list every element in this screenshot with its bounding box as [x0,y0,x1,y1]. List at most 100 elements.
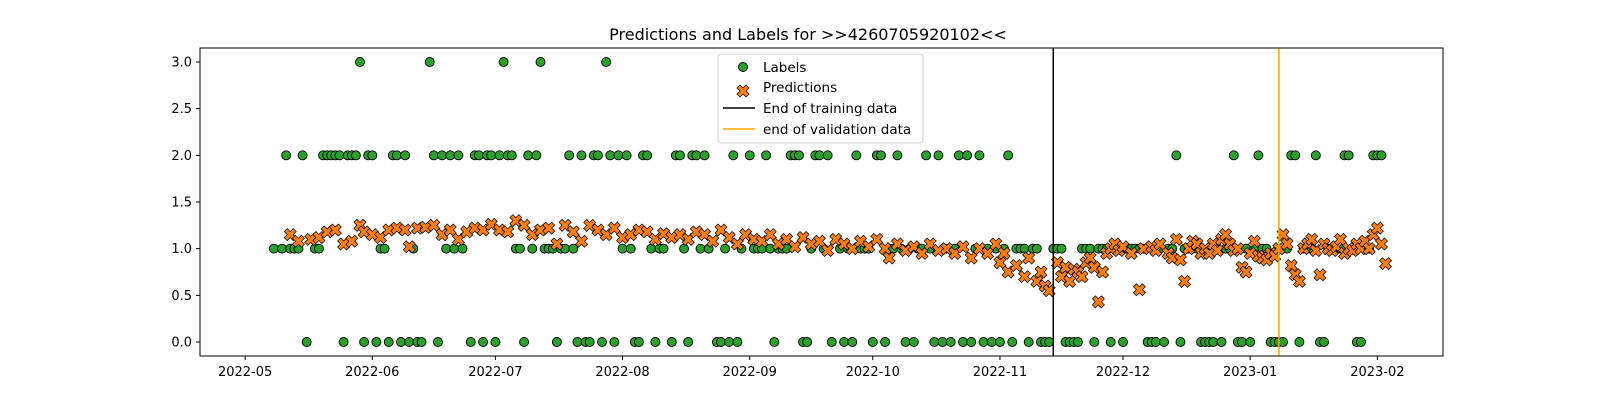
label-point [839,337,850,347]
label-point [1003,150,1014,161]
label-point [572,337,583,347]
x-tick-label: 2023-01 [1223,365,1277,380]
prediction-point [1305,232,1319,246]
prediction-point [1096,265,1110,279]
prediction-point [542,221,556,235]
prediction-point [1231,242,1245,256]
label-point [633,337,644,347]
label-point [658,243,669,254]
prediction-point [845,242,859,256]
label-point [761,150,772,161]
legend: Labels Predictions End of training data … [717,53,924,144]
prediction-point [1379,257,1393,271]
label-point [281,150,292,161]
prediction-point [398,223,412,237]
label-point [560,243,571,254]
label-point [695,243,706,254]
label-point [441,243,452,254]
label-point [457,243,468,254]
prediction-point [1178,274,1192,288]
label-point [490,337,501,347]
label-point [617,243,628,254]
y-tick-label: 1.0 [171,242,192,257]
prediction-point [624,228,638,242]
x-tick-label: 2022-12 [1096,365,1150,380]
label-point [1072,337,1083,347]
label-point [1290,150,1301,161]
chart-title: Predictions and Labels for >>42607059201… [609,25,1007,44]
prediction-point [739,228,753,242]
label-point [822,150,833,161]
prediction-point [771,237,785,251]
label-point [506,150,517,161]
label-point [568,243,579,254]
label-point [1171,150,1182,161]
label-point [1007,337,1018,347]
label-point [1319,337,1329,347]
label-point [334,150,345,161]
label-point [1216,337,1227,347]
label-point [683,337,694,347]
label-point [699,150,710,161]
label-point [564,150,575,161]
x-tick-label: 2022-05 [218,365,272,380]
label-point [1159,337,1169,347]
label-point [404,337,415,347]
label-point [424,57,435,67]
prediction-point [435,228,449,242]
y-tick-label: 2.0 [171,149,192,164]
prediction-point [1087,260,1101,274]
label-point [478,337,489,347]
prediction-point [374,230,387,244]
legend-labels-marker [738,62,748,72]
label-point [1237,337,1247,347]
label-point [691,150,702,161]
axes-ticks: 2022-05 2022-06 2022-07 2022-08 2022-09 2022-… [171,56,1404,381]
prediction-point [1173,253,1187,267]
label-point [437,150,447,161]
prediction-point [1091,295,1105,309]
label-point [962,150,973,161]
prediction-point [1034,265,1048,279]
x-tick-label: 2022-07 [468,365,522,380]
legend-training-text: End of training data [763,101,897,117]
prediction-point [575,234,589,248]
label-point [933,150,944,161]
label-point [379,243,390,254]
label-point [986,337,997,347]
label-point [728,150,739,161]
prediction-point [940,242,954,256]
prediction-point [345,234,359,248]
prediction-point [862,240,876,254]
prediction-point [328,223,342,237]
prediction-point [780,232,794,246]
label-point [383,337,394,347]
label-point [601,57,612,67]
prediction-point [402,240,416,254]
label-point [978,337,989,347]
label-point [396,337,406,347]
label-point [465,337,476,347]
x-tick-label: 2022-08 [595,365,649,380]
prediction-point [583,218,597,232]
label-point [453,150,464,161]
label-point [793,150,804,161]
label-point [876,150,886,161]
label-point [297,150,308,161]
label-point [802,337,813,347]
label-point [1294,337,1305,347]
legend-box [717,53,924,144]
label-point [359,337,370,347]
label-point [945,337,956,347]
label-point [1245,337,1256,347]
prediction-point [525,228,539,242]
axes-frame [199,47,1444,357]
y-tick-label: 1.5 [171,196,192,211]
label-point [400,150,411,161]
label-point [953,150,964,161]
label-point [716,337,726,347]
prediction-point [451,232,465,246]
prediction-point [1124,246,1138,260]
label-point [769,337,780,347]
